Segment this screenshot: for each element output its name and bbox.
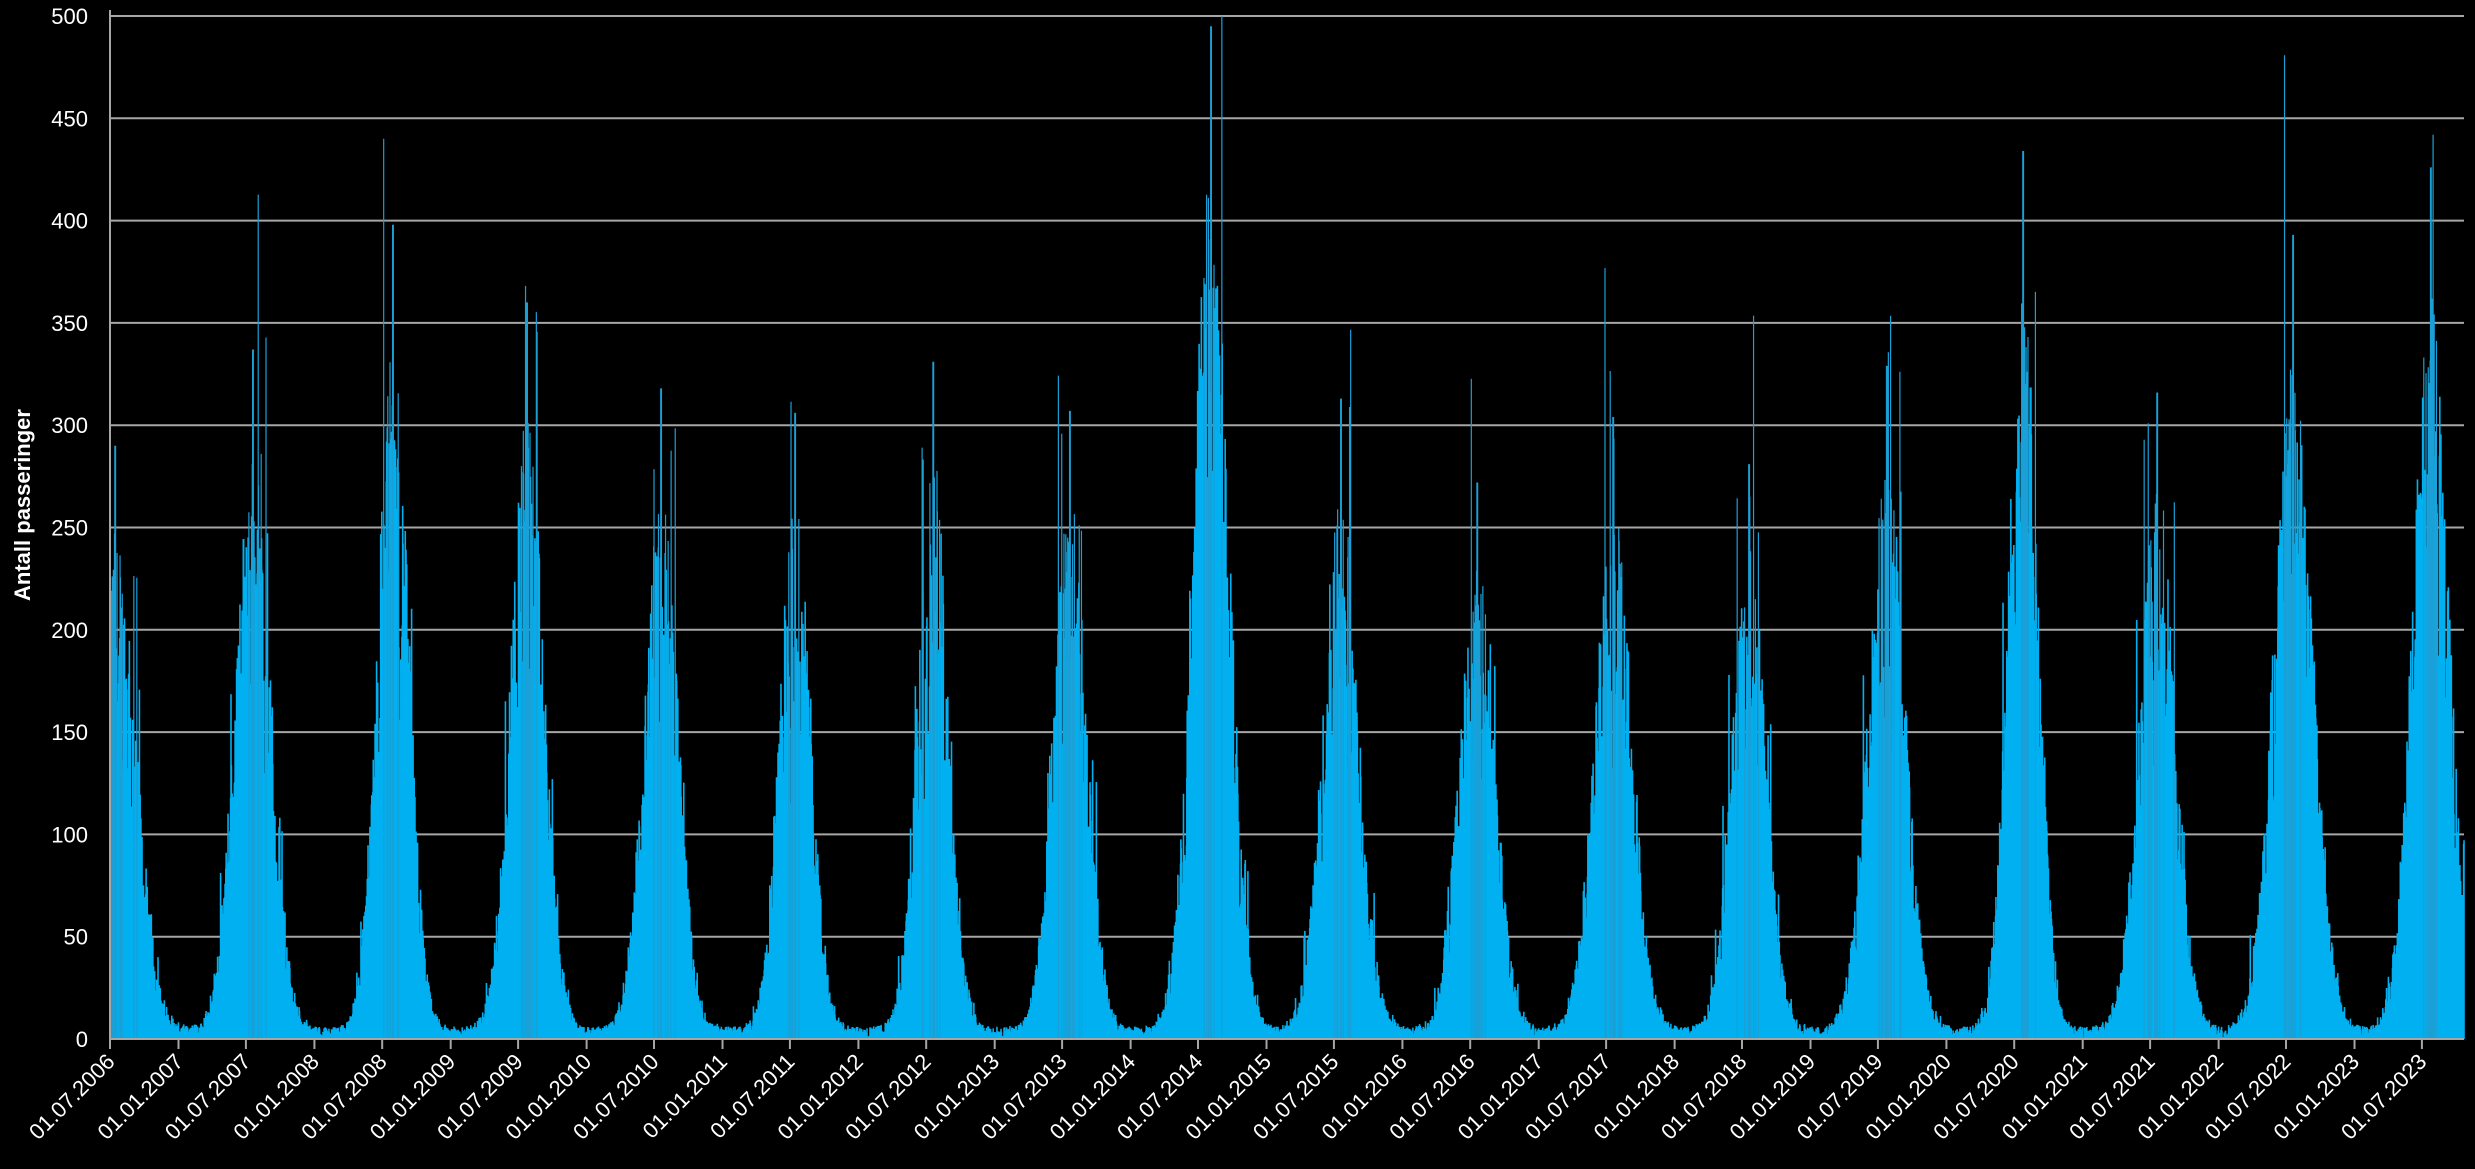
y-tick-label: 200: [51, 618, 88, 643]
y-tick-label: 0: [76, 1027, 88, 1052]
y-tick-label: 500: [51, 4, 88, 29]
gridlines: [110, 15, 2464, 938]
y-tick-labels: 0 50 100 150 200 250 300 350 400 450 500: [51, 4, 88, 1052]
x-tick-labels: 01.07.200601.01.200701.07.200701.01.2008…: [24, 1049, 2431, 1145]
axes: [109, 10, 2464, 1049]
daily-bars: [109, 283, 2465, 1039]
y-tick-label: 250: [51, 516, 88, 541]
y-tick-label: 50: [64, 925, 88, 950]
y-tick-label: 400: [51, 209, 88, 234]
y-tick-label: 100: [51, 822, 88, 847]
y-axis-title: Antall passeringer: [10, 409, 35, 601]
y-tick-label: 450: [51, 106, 88, 131]
y-tick-label: 150: [51, 720, 88, 745]
y-tick-label: 300: [51, 413, 88, 438]
y-tick-label: 350: [51, 311, 88, 336]
